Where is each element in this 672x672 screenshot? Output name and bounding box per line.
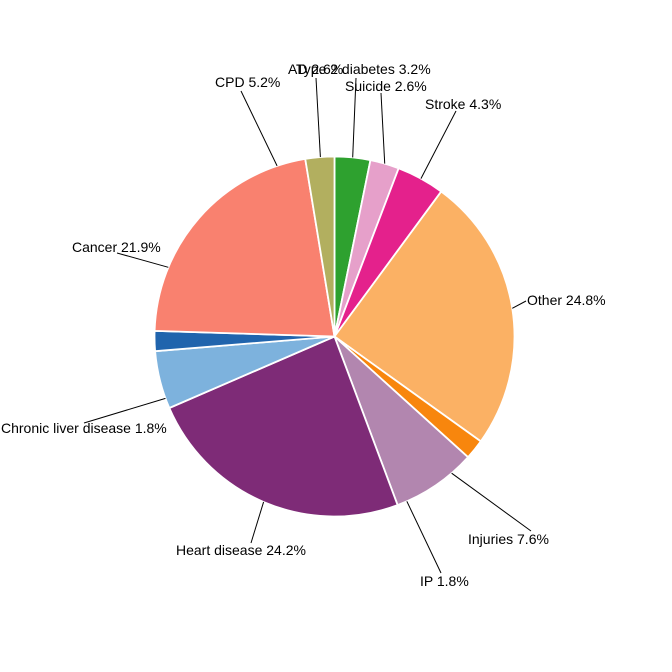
leader-line-stroke	[420, 110, 457, 179]
slice-label-suicide: Suicide 2.6%	[345, 78, 427, 94]
slice-label-injuries: Injuries 7.6%	[468, 531, 549, 547]
slice-label-heart-disease: Heart disease 24.2%	[176, 542, 306, 558]
leader-line-heart-disease	[250, 501, 265, 544]
leader-line-cancer	[116, 252, 169, 268]
leader-lines	[83, 77, 532, 574]
slice-label-ip: IP 1.8%	[420, 573, 469, 589]
slice-label-other: Other 24.8%	[527, 292, 606, 308]
leader-line-suicide	[380, 92, 386, 164]
slice-label-cpd: CPD 5.2%	[215, 74, 280, 90]
slice-label-stroke: Stroke 4.3%	[425, 96, 501, 112]
slice-labels: Type 2 diabetes 3.2%Suicide 2.6% Stroke 4…	[1, 61, 606, 589]
leader-line-type-2-diabetes	[352, 77, 357, 158]
leader-line-ip	[406, 501, 442, 574]
pie-slice-ad	[304, 155, 336, 338]
slice-label-ad: AD 2.6%	[288, 61, 343, 77]
slice-label-cancer: Cancer 21.9%	[72, 239, 161, 255]
leader-line-ad	[315, 77, 321, 158]
leader-line-other	[512, 300, 527, 309]
pie-slice-cancer	[153, 158, 336, 338]
pie-slices	[153, 155, 516, 518]
pie-slice-heart-disease	[168, 335, 399, 518]
slice-label-chronic-liver-disease: Chronic liver disease 1.8%	[1, 420, 167, 436]
slice-label-type-2-diabetes: Type 2 diabetes 3.2%	[296, 61, 431, 77]
leader-line-chronic-liver-disease	[83, 397, 166, 424]
leader-line-cpd	[240, 90, 278, 167]
leader-line-injuries	[451, 472, 532, 532]
